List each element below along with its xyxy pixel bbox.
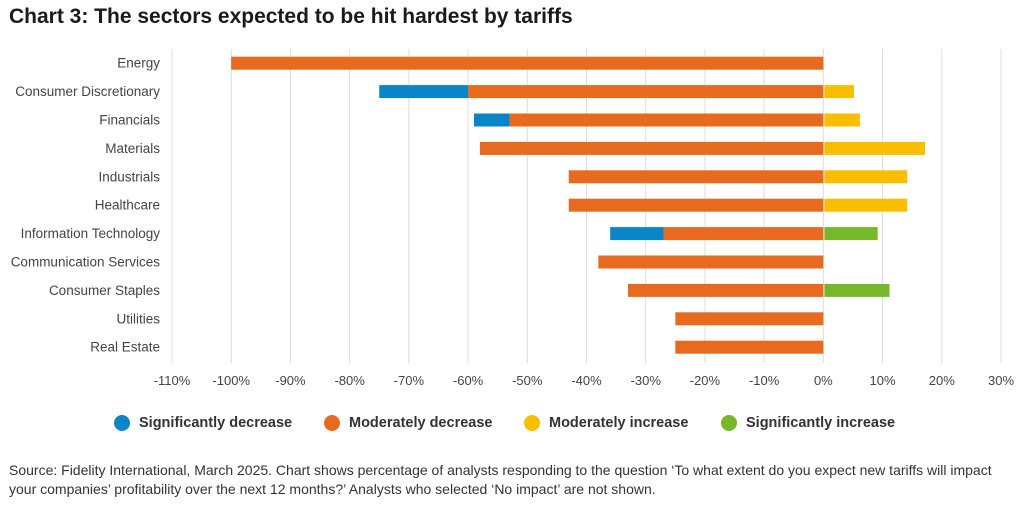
legend-label: Moderately decrease [349, 415, 493, 431]
bar-moderately-decrease [509, 113, 824, 127]
legend-item: Significantly increase [721, 415, 895, 431]
x-tick-label: -70% [394, 373, 425, 388]
category-label: Utilities [116, 311, 160, 326]
legend-swatch-icon [324, 415, 340, 431]
bar-moderately-increase [824, 198, 908, 212]
legend-swatch-icon [114, 415, 130, 431]
bar-significantly-increase [824, 227, 878, 241]
bar-moderately-decrease [568, 198, 824, 212]
bar-moderately-decrease [468, 85, 824, 99]
legend-item: Significantly decrease [114, 415, 292, 431]
x-tick-label: -110% [154, 373, 191, 388]
bar-moderately-decrease [598, 255, 824, 269]
bar-moderately-decrease [663, 227, 824, 241]
category-label: Real Estate [90, 340, 160, 355]
bar-significantly-decrease [610, 227, 664, 241]
x-tick-label: 20% [929, 373, 955, 388]
legend-label: Moderately increase [549, 415, 689, 431]
chart-svg: -110% -100% -90% -80% -70% -60% -50% -40% -30% -2… [11, 49, 1014, 388]
bar-significantly-decrease [473, 113, 510, 127]
x-tick-label: -20% [690, 373, 721, 388]
category-label: Consumer Discretionary [15, 84, 160, 99]
bar-moderately-decrease [231, 56, 824, 70]
bar-moderately-increase [824, 141, 926, 155]
bar-moderately-decrease [627, 283, 824, 297]
x-tick-label: -40% [571, 373, 602, 388]
x-tick-label: -10% [749, 373, 780, 388]
bar-significantly-decrease [379, 85, 469, 99]
legend-item: Moderately decrease [324, 415, 492, 431]
legend-item: Moderately increase [524, 415, 688, 431]
x-tick-label: -100% [212, 373, 250, 388]
category-label: Financials [99, 113, 160, 128]
bar-moderately-decrease [568, 170, 824, 184]
x-tick-label: -90% [275, 373, 306, 388]
legend-swatch-icon [721, 415, 737, 431]
legend-label: Significantly increase [746, 415, 896, 431]
bar-significantly-increase [824, 283, 890, 297]
x-tick-label: 30% [988, 373, 1014, 388]
x-tick-label: -50% [512, 373, 543, 388]
source-note: Source: Fidelity International, March 20… [9, 462, 992, 497]
category-label: Communication Services [11, 255, 161, 270]
legend: Significantly decrease Moderately decreas… [0, 415, 1021, 439]
x-tick-label: -30% [631, 373, 662, 388]
bar-moderately-increase [824, 113, 860, 127]
category-label: Materials [105, 141, 160, 156]
category-label: Information Technology [21, 226, 161, 241]
bar-moderately-decrease [479, 141, 824, 155]
chart-title: Chart 3: The sectors expected to be hit … [9, 5, 573, 28]
bar-moderately-decrease [675, 312, 824, 326]
category-label: Energy [117, 56, 160, 71]
category-label: Industrials [98, 169, 160, 184]
legend-swatch-icon [524, 415, 540, 431]
x-tick-label: 0% [814, 373, 833, 388]
x-tick-label: -80% [334, 373, 365, 388]
bar-moderately-decrease [675, 340, 824, 354]
x-tick-label: 10% [870, 373, 896, 388]
legend-label: Significantly decrease [139, 415, 293, 431]
bar-moderately-increase [824, 85, 854, 99]
category-label: Healthcare [95, 198, 160, 213]
x-tick-label: -60% [453, 373, 484, 388]
category-label: Consumer Staples [49, 283, 160, 298]
bar-moderately-increase [824, 170, 908, 184]
